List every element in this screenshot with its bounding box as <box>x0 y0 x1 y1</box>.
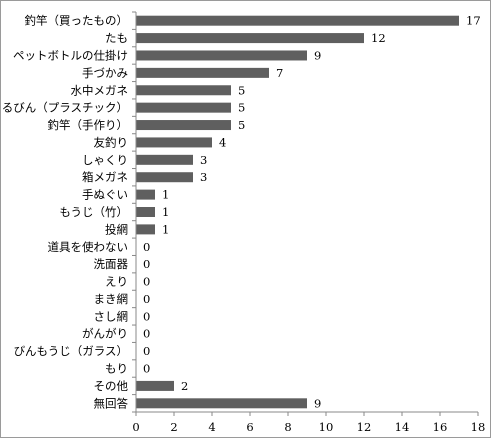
category-label: びんもうじ（ガラス） <box>14 344 128 358</box>
x-tick-label: 0 <box>132 420 139 434</box>
x-tick-label: 8 <box>284 420 291 434</box>
value-label: 0 <box>143 362 150 376</box>
bar <box>136 33 364 44</box>
x-tick-label: 12 <box>357 420 372 434</box>
bar <box>136 102 231 113</box>
value-label: 0 <box>143 344 150 358</box>
category-label: 箱メガネ <box>82 170 128 184</box>
category-label: 水中メガネ <box>71 83 129 97</box>
x-tick-label: 6 <box>246 420 253 434</box>
x-tick-label: 18 <box>471 420 486 434</box>
category-label: たも <box>105 31 128 45</box>
category-label: さし網 <box>94 309 129 323</box>
value-label: 0 <box>143 275 150 289</box>
x-tick-label: 2 <box>170 420 177 434</box>
value-label: 0 <box>143 309 150 323</box>
value-label: 2 <box>181 379 188 393</box>
category-label: もり <box>105 362 128 376</box>
value-label: 0 <box>143 292 150 306</box>
category-label: 投網 <box>105 222 128 236</box>
x-tick-label: 14 <box>395 420 410 434</box>
bar <box>136 398 307 409</box>
value-label: 3 <box>200 153 207 167</box>
x-tick-label: 10 <box>319 420 334 434</box>
category-label: まき網 <box>94 292 129 306</box>
value-label: 7 <box>276 66 283 80</box>
category-label: 道具を使わない <box>48 240 129 254</box>
category-label: その他 <box>94 379 129 393</box>
bar <box>136 15 459 26</box>
category-label: せるびん（プラスチック） <box>1 101 128 115</box>
value-label: 1 <box>162 222 169 236</box>
category-label: 洗面器 <box>94 257 129 271</box>
value-label: 0 <box>143 240 150 254</box>
bar <box>136 380 174 391</box>
value-label: 5 <box>238 83 245 97</box>
value-label: 5 <box>238 101 245 115</box>
value-label: 9 <box>314 48 321 62</box>
value-label: 12 <box>371 31 386 45</box>
bar <box>136 67 269 78</box>
x-tick-label: 4 <box>208 420 215 434</box>
bar <box>136 172 193 183</box>
category-label: がんがり <box>82 327 128 341</box>
bar <box>136 224 155 235</box>
bar <box>136 207 155 217</box>
category-label: もうじ（竹） <box>59 205 128 219</box>
category-label: 手ぬぐい <box>82 188 128 202</box>
value-label: 1 <box>162 188 169 202</box>
category-label: 無回答 <box>94 396 129 410</box>
category-label: 手づかみ <box>82 66 128 80</box>
bar <box>136 154 193 165</box>
category-label: しゃくり <box>82 153 128 167</box>
bar <box>136 137 212 148</box>
value-label: 0 <box>143 327 150 341</box>
category-label: 釣竿（手作り） <box>48 118 129 132</box>
value-label: 17 <box>466 14 481 28</box>
category-label: ペットボトルの仕掛け <box>13 48 128 62</box>
value-label: 0 <box>143 257 150 271</box>
category-label: 友釣り <box>94 135 129 149</box>
category-label: えり <box>105 275 128 289</box>
x-tick-label: 16 <box>433 420 448 434</box>
value-label: 9 <box>314 396 321 410</box>
category-label: 釣竿（買ったもの） <box>25 14 129 28</box>
value-label: 1 <box>162 205 169 219</box>
value-label: 5 <box>238 118 245 132</box>
bar <box>136 50 307 61</box>
bar <box>136 120 231 131</box>
bar <box>136 189 155 200</box>
bar <box>136 85 231 96</box>
value-label: 4 <box>219 135 226 149</box>
value-label: 3 <box>200 170 207 184</box>
